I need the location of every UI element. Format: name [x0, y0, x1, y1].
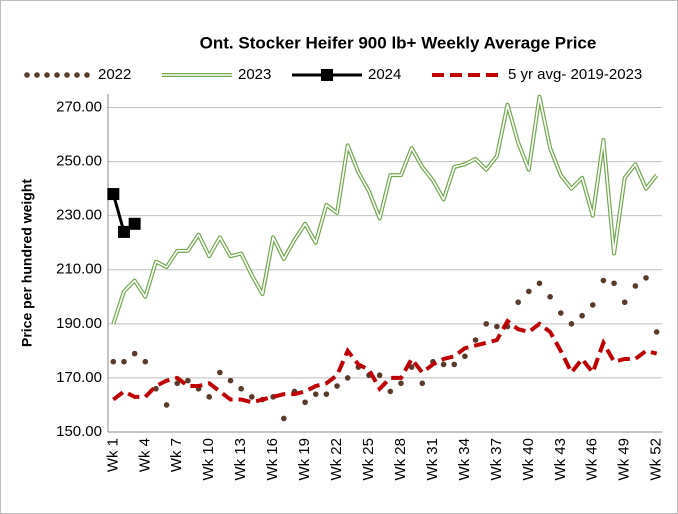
- legend-symbol: [84, 72, 90, 78]
- data-point: [472, 337, 479, 343]
- x-tick-label: Wk 40: [520, 438, 537, 481]
- data-point: [334, 383, 340, 389]
- data-point: [419, 380, 426, 387]
- legend-label: 5 yr avg- 2019-2023: [508, 66, 642, 83]
- data-point: [589, 302, 596, 308]
- y-tick-label: 150.00: [56, 423, 102, 440]
- data-point: [621, 299, 628, 306]
- data-point: [494, 323, 500, 330]
- x-tick-label: Wk 31: [424, 438, 441, 481]
- legend-symbol: [44, 72, 50, 78]
- data-point: [653, 329, 660, 335]
- x-tick-label: Wk 16: [264, 438, 281, 481]
- data-point: [547, 294, 553, 300]
- data-point: [376, 372, 383, 379]
- legend-label: 2023: [238, 66, 271, 83]
- y-tick-label: 270.00: [56, 98, 102, 115]
- x-tick-label: Wk 46: [584, 438, 601, 481]
- x-tick-label: Wk 7: [168, 438, 185, 472]
- legend-symbol: [74, 72, 80, 78]
- legend-symbol: [34, 72, 40, 78]
- y-axis-label: Price per hundred weight: [19, 179, 35, 347]
- legend-symbol: [24, 72, 30, 78]
- data-point: [238, 385, 244, 392]
- data-point: [611, 280, 617, 287]
- x-tick-label: Wk 22: [328, 438, 345, 481]
- data-point: [121, 358, 127, 365]
- data-point: [462, 353, 468, 360]
- series-line-inner: [112, 95, 658, 325]
- data-point: [536, 280, 543, 287]
- legend-symbol: [321, 69, 333, 81]
- chart-title: Ont. Stocker Heifer 900 lb+ Weekly Avera…: [200, 33, 597, 52]
- data-point: [568, 321, 575, 327]
- data-point: [128, 217, 141, 230]
- legend-symbol: [54, 72, 60, 78]
- x-tick-label: Wk 52: [648, 438, 665, 481]
- data-point: [185, 377, 191, 384]
- data-point: [227, 377, 234, 384]
- x-tick-label: Wk 4: [136, 438, 153, 472]
- data-point: [174, 380, 181, 387]
- data-point: [110, 358, 117, 365]
- x-tick-label: Wk 37: [488, 438, 505, 481]
- data-point: [557, 310, 564, 316]
- data-point: [117, 225, 130, 238]
- data-point: [398, 380, 404, 387]
- data-point: [579, 312, 585, 319]
- data-point: [408, 364, 415, 370]
- x-tick-label: Wk 28: [392, 438, 409, 481]
- y-tick-label: 170.00: [56, 369, 102, 386]
- data-point: [344, 375, 351, 381]
- y-tick-label: 230.00: [56, 207, 102, 224]
- data-point: [632, 283, 639, 289]
- data-point: [643, 275, 649, 281]
- y-tick-label: 210.00: [56, 261, 102, 278]
- data-point: [515, 299, 521, 306]
- data-point: [249, 394, 255, 400]
- data-point: [483, 321, 490, 327]
- data-point: [163, 402, 170, 408]
- legend-symbol: [64, 72, 70, 78]
- data-point: [217, 369, 223, 376]
- x-tick-label: Wk 10: [200, 438, 217, 481]
- data-point: [451, 361, 458, 368]
- x-tick-label: Wk 19: [296, 438, 313, 481]
- x-tick-label: Wk 49: [616, 438, 633, 481]
- data-point: [206, 394, 213, 400]
- legend-label: 2022: [98, 66, 131, 83]
- series-line: [112, 318, 658, 405]
- x-tick-label: Wk 43: [552, 438, 569, 481]
- x-tick-label: Wk 1: [104, 438, 121, 472]
- data-point: [107, 188, 120, 201]
- data-point: [323, 391, 330, 397]
- x-tick-label: Wk 13: [232, 438, 249, 481]
- data-point: [142, 358, 149, 365]
- data-point: [526, 288, 532, 295]
- data-point: [131, 350, 138, 357]
- data-point: [440, 361, 447, 368]
- y-tick-label: 190.00: [56, 315, 102, 332]
- data-point: [302, 399, 308, 406]
- x-tick-label: Wk 25: [360, 438, 377, 481]
- x-tick-label: Wk 34: [456, 438, 473, 481]
- data-point: [600, 277, 607, 284]
- data-point: [280, 415, 287, 422]
- data-point: [312, 391, 319, 397]
- legend-label: 2024: [368, 66, 401, 83]
- y-tick-label: 250.00: [56, 153, 102, 170]
- data-point: [387, 388, 394, 395]
